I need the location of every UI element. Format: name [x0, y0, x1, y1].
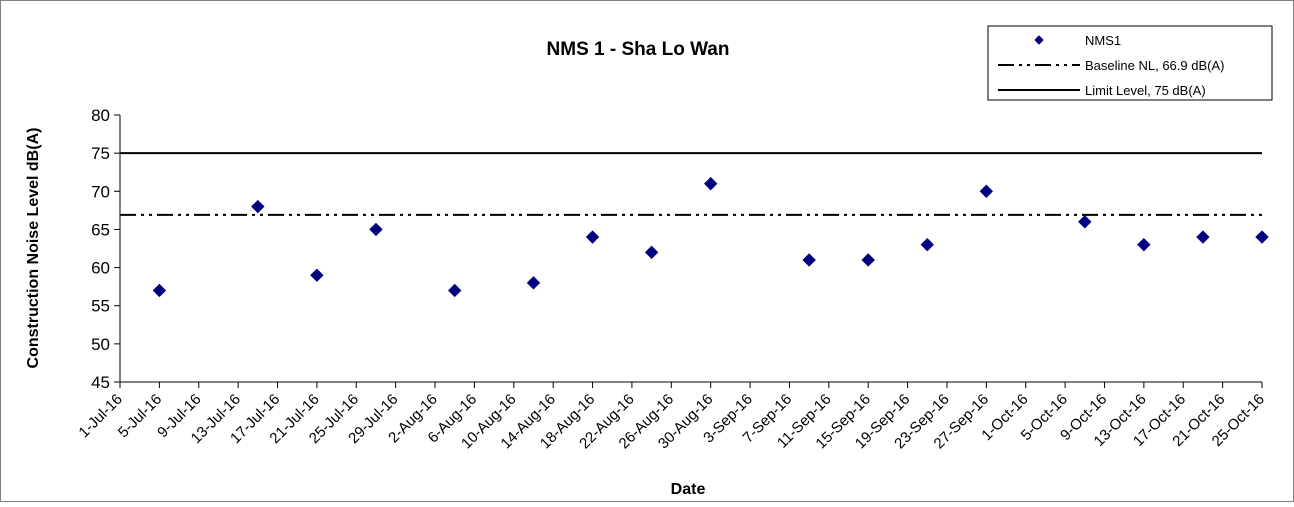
data-point [448, 283, 462, 298]
legend-label: Baseline NL, 66.9 dB(A) [1085, 58, 1224, 73]
data-point [585, 230, 600, 244]
y-tick-label: 75 [91, 144, 110, 163]
x-axis-title: Date [671, 481, 706, 498]
data-point [1255, 230, 1269, 244]
data-point [251, 199, 265, 214]
data-point [310, 268, 324, 282]
data-point [1137, 237, 1151, 252]
y-tick-label: 80 [91, 106, 110, 125]
data-point [703, 176, 718, 191]
data-point [1196, 230, 1210, 244]
y-axis: 45 50 55 60 65 70 75 80 [91, 106, 121, 392]
y-tick-label: 45 [91, 373, 110, 392]
y-tick-label: 60 [91, 259, 110, 278]
data-point [1078, 215, 1092, 229]
legend: NMS1 Baseline NL, 66.9 dB(A) Limit Level, … [987, 25, 1273, 101]
data-point [920, 237, 934, 252]
data-point [802, 253, 816, 267]
legend-label: NMS1 [1085, 33, 1121, 48]
y-tick-label: 65 [91, 220, 110, 239]
chart-title: NMS 1 - Sha Lo Wan [547, 39, 730, 60]
data-point [369, 222, 383, 237]
legend-marker-nms1 [1034, 35, 1044, 45]
data-point [526, 276, 541, 290]
legend-box [987, 25, 1273, 101]
y-tick-label: 50 [91, 335, 110, 354]
legend-label: Limit Level, 75 dB(A) [1085, 83, 1206, 98]
y-tick-label: 55 [91, 297, 110, 316]
y-axis-title: Construction Noise Level dB(A) [25, 128, 42, 369]
y-tick-label: 70 [91, 182, 110, 201]
data-point [152, 283, 167, 298]
nms1-data-points [152, 176, 1269, 298]
reference-lines [120, 152, 1262, 216]
data-point [861, 253, 875, 267]
data-point [979, 184, 994, 198]
data-point [644, 245, 659, 260]
